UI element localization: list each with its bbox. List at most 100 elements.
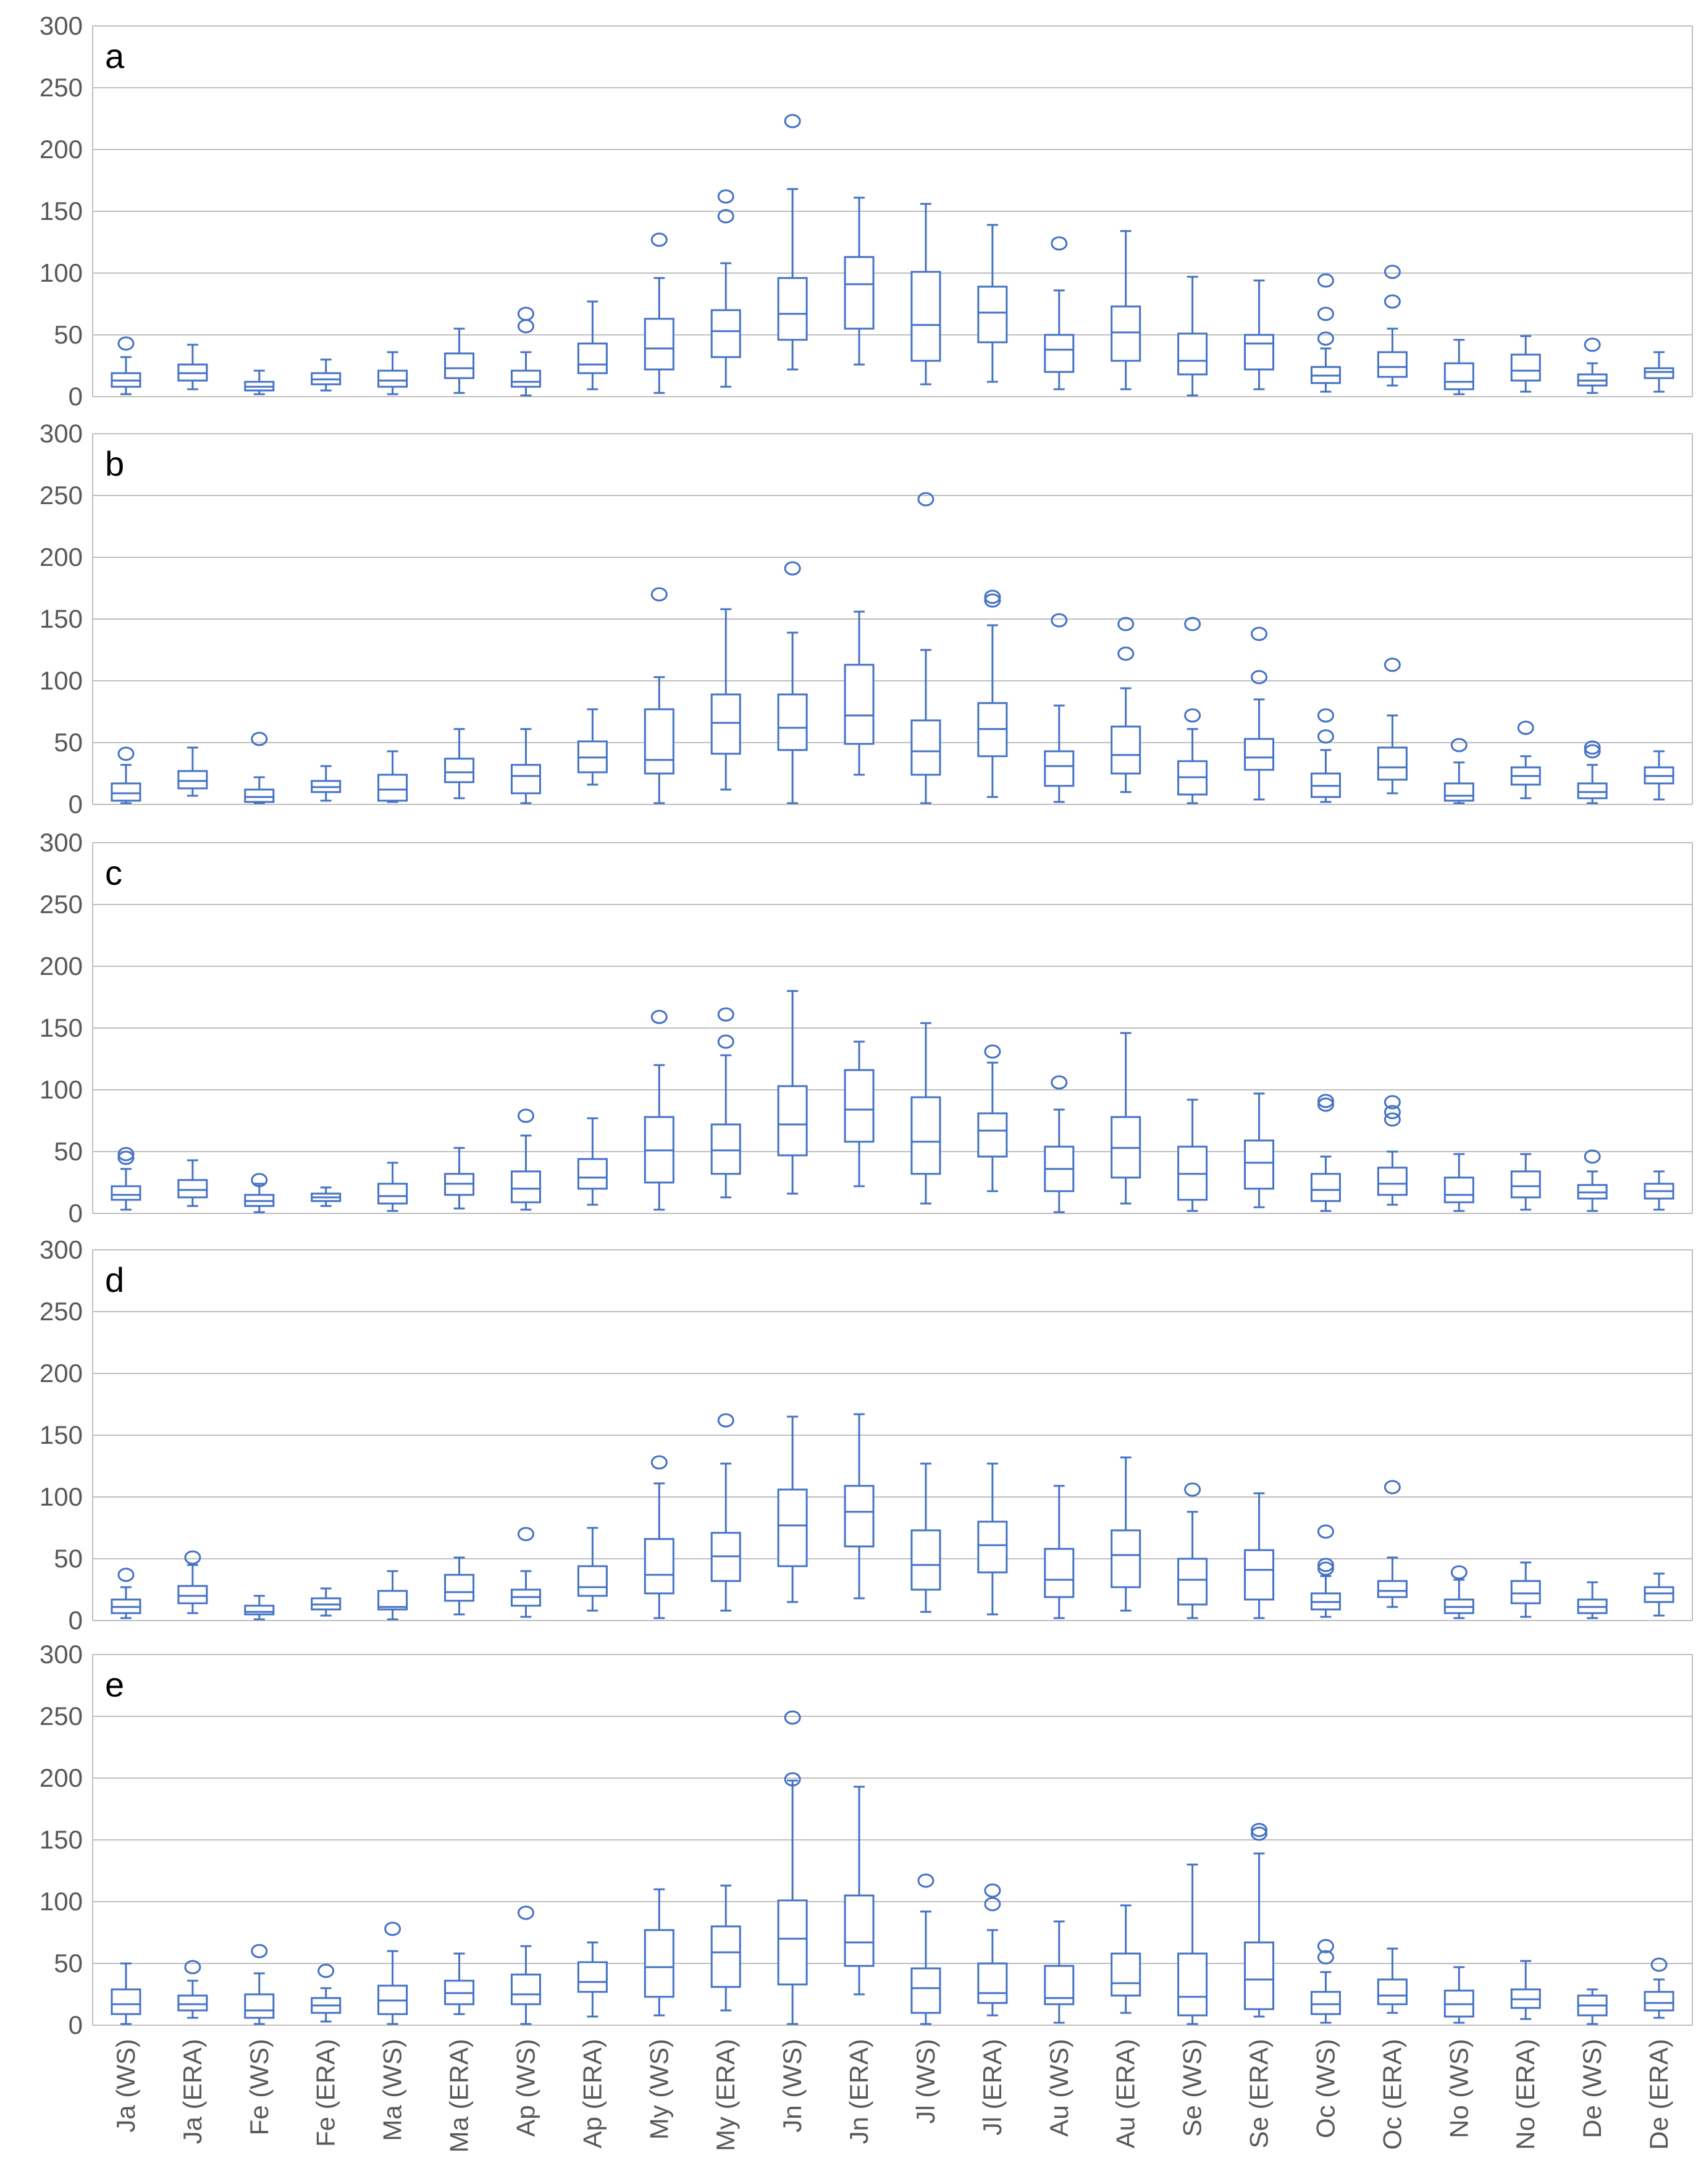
y-tick-label: 50 bbox=[54, 728, 83, 757]
outlier-point bbox=[117, 1147, 135, 1162]
outlier-point bbox=[184, 1550, 201, 1565]
box bbox=[1177, 332, 1208, 376]
box bbox=[1244, 1139, 1275, 1190]
y-tick-label: 100 bbox=[40, 1075, 83, 1104]
outlier-point bbox=[1517, 720, 1534, 735]
box bbox=[177, 1994, 208, 2012]
y-tick-label: 150 bbox=[40, 1013, 83, 1042]
outlier-point bbox=[1584, 337, 1601, 352]
box bbox=[844, 1485, 875, 1548]
outlier-point bbox=[1317, 1558, 1334, 1572]
outlier-point bbox=[1384, 294, 1401, 309]
y-tick-label: 100 bbox=[40, 258, 83, 287]
outlier-point bbox=[1317, 1094, 1334, 1108]
box bbox=[577, 342, 608, 374]
panel-label: e bbox=[105, 1665, 124, 1704]
outlier-point bbox=[1251, 626, 1268, 641]
y-tick-label: 300 bbox=[40, 828, 83, 857]
y-tick-label: 0 bbox=[69, 2010, 83, 2039]
box bbox=[111, 782, 141, 802]
outlier-point bbox=[1051, 236, 1068, 251]
box bbox=[444, 1574, 475, 1602]
outlier-point bbox=[184, 1960, 201, 1975]
y-tick-label: 200 bbox=[40, 951, 83, 980]
box bbox=[777, 1899, 808, 1986]
box bbox=[644, 1538, 674, 1595]
box bbox=[1044, 1548, 1075, 1598]
outlier-point bbox=[1317, 306, 1334, 321]
box bbox=[111, 1988, 141, 2015]
box bbox=[1310, 1173, 1341, 1202]
y-tick-label: 300 bbox=[40, 1640, 83, 1669]
panel-label: c bbox=[105, 853, 122, 892]
x-tick-label: Ap (ERA) bbox=[578, 2039, 607, 2148]
outlier-point bbox=[1584, 1149, 1601, 1164]
y-tick-label: 200 bbox=[40, 1359, 83, 1388]
box bbox=[1377, 1580, 1408, 1598]
outlier-point bbox=[1384, 1480, 1401, 1495]
outlier-point bbox=[1384, 657, 1401, 672]
outlier-point bbox=[117, 746, 135, 761]
y-tick-label: 250 bbox=[40, 890, 83, 919]
y-tick-label: 100 bbox=[40, 666, 83, 695]
outlier-point bbox=[1450, 738, 1468, 753]
outlier-point bbox=[984, 1897, 1001, 1912]
x-tick-label: Oc (ERA) bbox=[1377, 2039, 1406, 2150]
x-tick-label: Jl (WS) bbox=[911, 2039, 940, 2124]
y-tick-label: 100 bbox=[40, 1482, 83, 1511]
outlier-point bbox=[650, 587, 668, 602]
box bbox=[844, 1069, 875, 1143]
box bbox=[577, 1565, 608, 1597]
outlier-point bbox=[717, 209, 734, 224]
box bbox=[977, 1962, 1008, 2004]
box bbox=[1111, 305, 1141, 362]
outlier-point bbox=[784, 114, 801, 129]
box bbox=[1111, 1952, 1141, 1997]
y-tick-label: 250 bbox=[40, 1297, 83, 1326]
outlier-point bbox=[251, 732, 268, 746]
x-tick-label: Oc (WS) bbox=[1311, 2039, 1340, 2138]
outlier-point bbox=[1051, 1075, 1068, 1090]
outlier-point bbox=[984, 1883, 1001, 1898]
x-tick-label: Jl (ERA) bbox=[978, 2039, 1007, 2135]
outlier-point bbox=[1251, 1826, 1268, 1841]
y-tick-label: 50 bbox=[54, 320, 83, 349]
x-tick-label: De (WS) bbox=[1577, 2039, 1606, 2138]
x-tick-label: Au (ERA) bbox=[1111, 2039, 1140, 2148]
y-tick-label: 50 bbox=[54, 1949, 83, 1978]
box bbox=[1443, 782, 1474, 802]
outlier-point bbox=[650, 1455, 668, 1470]
y-tick-label: 250 bbox=[40, 481, 83, 510]
x-tick-label: Se (ERA) bbox=[1245, 2039, 1274, 2148]
box bbox=[1377, 1978, 1408, 2005]
outlier-point bbox=[784, 1710, 801, 1725]
y-tick-label: 0 bbox=[69, 382, 83, 411]
box bbox=[1111, 1529, 1141, 1588]
y-tick-label: 0 bbox=[69, 790, 83, 819]
box bbox=[1244, 1941, 1275, 2010]
outlier-point bbox=[1117, 646, 1135, 661]
box bbox=[444, 757, 475, 783]
outlier-point bbox=[384, 1921, 401, 1936]
outlier-point bbox=[517, 1527, 534, 1541]
outlier-point bbox=[1384, 1112, 1401, 1127]
box bbox=[844, 664, 875, 745]
box bbox=[577, 1158, 608, 1190]
outlier-point bbox=[717, 1034, 734, 1049]
box bbox=[777, 1488, 808, 1567]
x-tick-label: Jn (ERA) bbox=[844, 2039, 873, 2144]
box bbox=[777, 693, 808, 751]
box bbox=[710, 693, 741, 755]
x-tick-label: No (WS) bbox=[1444, 2039, 1473, 2138]
x-tick-label: De (ERA) bbox=[1644, 2039, 1673, 2150]
x-tick-label: Fe (WS) bbox=[245, 2039, 274, 2135]
box bbox=[244, 788, 275, 803]
x-tick-label: My (WS) bbox=[644, 2039, 673, 2140]
box bbox=[844, 256, 875, 330]
box bbox=[1644, 1991, 1674, 2012]
outlier-point bbox=[117, 1150, 135, 1165]
outlier-point bbox=[1584, 740, 1601, 755]
outlier-point bbox=[1450, 1565, 1468, 1580]
x-tick-label: Ja (WS) bbox=[111, 2039, 140, 2133]
